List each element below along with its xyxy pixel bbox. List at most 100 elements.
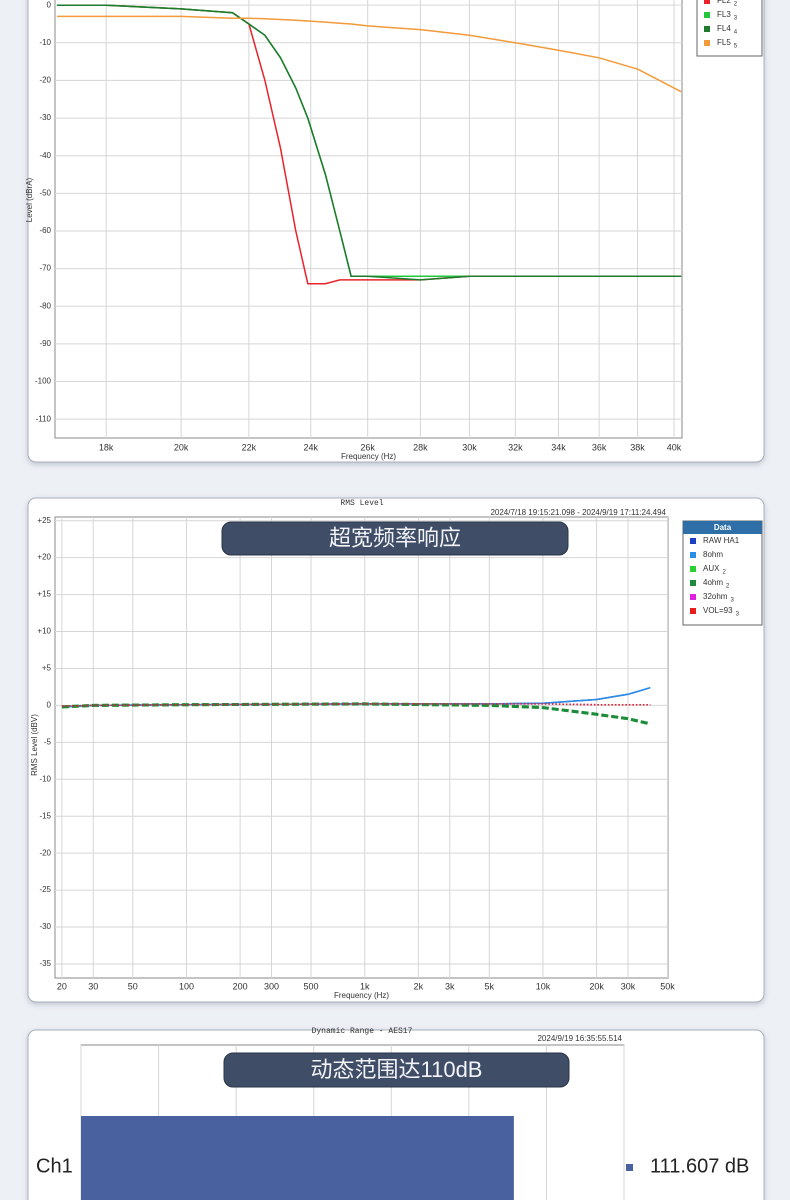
x-tick-label: 200 [233,981,248,991]
y-tick-label: +25 [37,516,51,525]
category-label: Ch1 [36,1155,73,1177]
legend-subscript: 2 [722,570,726,576]
legend-subscript: 5 [734,44,738,50]
legend-label: FL3 [717,10,731,19]
legend-subscript: 4 [734,30,738,36]
x-tick-label: 20 [57,981,67,991]
banner-text: 超宽频率响应 [329,525,461,550]
legend-header [683,521,762,534]
chart-title: Dynamic Range - AES17 [312,1027,413,1036]
y-axis-label: Level (dBrA) [25,177,34,222]
legend-swatch [626,1164,633,1171]
x-tick-label: 100 [179,981,194,991]
legend-box [682,520,763,626]
x-tick-label: 38k [630,442,645,452]
plot-area [54,0,683,439]
series-line [57,4,682,281]
y-axis-label: RMS Level (dBV) [30,714,39,776]
x-tick-label: 24k [304,442,319,452]
legend-swatch [704,40,710,46]
legend-label: FL2 [717,0,731,5]
legend-swatch [690,552,696,558]
y-tick-label: -25 [39,885,51,894]
value-label: 111.607 dB [650,1155,749,1177]
legend-swatch [690,580,696,586]
y-tick-label: -20 [39,76,51,85]
y-tick-label: +20 [37,553,51,562]
y-tick-label: 0 [47,0,52,9]
legend-label: FL4 [717,24,731,33]
legend-swatch [690,608,696,614]
legend-subscript: 3 [736,612,740,618]
legend-label: RAW HA1 [703,536,740,545]
x-tick-label: 36k [592,442,607,452]
legend-title: Data [714,523,732,532]
legend-subscript: 2 [734,2,738,8]
x-tick-label: 50k [660,981,675,991]
x-tick-label: 30k [621,981,636,991]
y-tick-label: -20 [39,848,51,857]
x-tick-label: 30 [88,981,98,991]
bar [81,1116,514,1200]
y-tick-label: -15 [39,811,51,820]
legend-label: AUX [703,564,720,573]
y-tick-label: 0 [47,700,52,709]
legend-swatch [690,538,696,544]
y-tick-label: -90 [39,339,51,348]
chart-title: RMS Level [340,499,383,508]
banner [223,1052,570,1088]
legend-subscript: 3 [730,598,734,604]
y-tick-label: -70 [39,264,51,273]
x-tick-label: 20k [589,981,604,991]
x-tick-label: 30k [462,442,477,452]
legend-swatch [690,566,696,572]
y-tick-label: -5 [44,737,52,746]
legend-swatch [704,12,710,18]
x-tick-label: 3k [445,981,455,991]
x-axis-label: Frequency (Hz) [341,452,396,461]
plot-area [54,516,669,979]
x-tick-label: 2k [414,981,424,991]
banner [221,521,569,556]
banner-text: 动态范围达110dB [311,1057,483,1082]
y-tick-label: -110 [36,414,52,423]
y-tick-label: -10 [39,774,51,783]
legend-swatch [704,0,710,4]
legend-swatch [704,26,710,32]
y-tick-label: -30 [39,113,51,122]
x-tick-label: 20k [174,442,189,452]
y-tick-label: -10 [39,38,51,47]
legend-subscript: 3 [734,16,738,22]
y-tick-label: +5 [42,664,52,673]
x-tick-label: 32k [508,442,523,452]
x-tick-label: 26k [360,442,375,452]
x-tick-label: 34k [551,442,566,452]
x-tick-label: 500 [304,981,319,991]
x-tick-label: 300 [264,981,279,991]
series-line [61,703,651,707]
y-tick-label: +15 [37,590,51,599]
legend-label: 32ohm [703,592,728,601]
timestamp: 2024/7/18 19:15:21.098 - 2024/9/19 17:11… [490,508,666,517]
legend-label: FL5 [717,38,731,47]
y-tick-label: +10 [37,627,51,636]
x-tick-label: 1k [360,981,370,991]
x-tick-label: 28k [413,442,428,452]
legend-label: 4ohm [703,578,723,587]
legend-swatch [690,594,696,600]
y-tick-label: -100 [35,377,52,386]
y-tick-label: -35 [39,959,51,968]
y-tick-label: -60 [39,226,51,235]
y-tick-label: -30 [39,922,51,931]
x-tick-label: 22k [242,442,257,452]
y-tick-label: -80 [39,301,51,310]
x-axis-label: Frequency (Hz) [334,991,389,1000]
timestamp: 2024/9/19 16:35:55.514 [537,1034,622,1043]
series-line [61,702,651,726]
y-tick-label: -40 [39,151,51,160]
legend-subscript: 2 [726,584,730,590]
legend-label: VOL=93 [703,606,733,615]
x-tick-label: 10k [536,981,551,991]
